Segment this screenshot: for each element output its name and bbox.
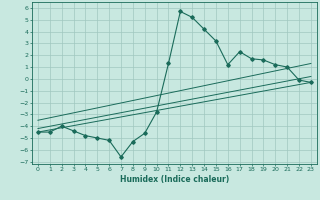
- X-axis label: Humidex (Indice chaleur): Humidex (Indice chaleur): [120, 175, 229, 184]
